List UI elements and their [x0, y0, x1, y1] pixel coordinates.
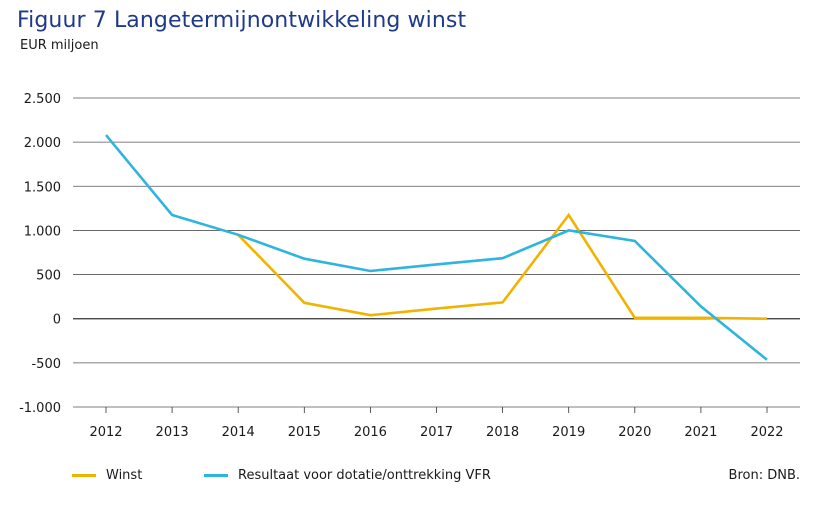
y-tick-label: 0	[53, 313, 61, 328]
legend-item-winst: Winst	[72, 468, 142, 483]
x-tick-label: 2012	[89, 425, 122, 440]
legend-swatch-winst	[72, 474, 96, 477]
x-tick-label: 2015	[288, 425, 321, 440]
x-tick-label: 2014	[222, 425, 255, 440]
y-tick-label: 2.500	[24, 92, 61, 107]
y-tick-label: 500	[36, 269, 61, 284]
series-line-winst	[237, 212, 768, 320]
x-tick-label: 2020	[618, 425, 651, 440]
y-tick-label: 2.000	[24, 136, 61, 151]
source-note: Bron: DNB.	[728, 468, 800, 483]
y-tick-label: -500	[31, 357, 61, 372]
legend-swatch-resultaat	[204, 474, 228, 477]
legend-label-resultaat: Resultaat voor dotatie/onttrekking VFR	[238, 468, 491, 483]
y-tick-label: -1.000	[19, 401, 61, 416]
x-tick-label: 2018	[486, 425, 519, 440]
legend-label-winst: Winst	[106, 468, 143, 483]
line-chart: 2.500 2.000 1.500 1.000 500 0 -500 -1.000 2012 20…	[19, 92, 800, 440]
y-axis-unit-label: EUR miljoen	[20, 38, 99, 53]
x-tick-label: 2017	[420, 425, 453, 440]
x-tick-label: 2016	[354, 425, 387, 440]
x-tick-label: 2021	[684, 425, 717, 440]
y-tick-label: 1.500	[24, 180, 61, 195]
legend-item-resultaat: Resultaat voor dotatie/onttrekking VFR	[204, 468, 491, 483]
x-tick-label: 2013	[156, 425, 189, 440]
series-line-resultaat	[104, 134, 768, 361]
chart-title: Figuur 7 Langetermijnontwikkeling winst	[17, 8, 467, 33]
y-tick-label: 1.000	[24, 224, 61, 239]
x-tick-label: 2022	[750, 425, 783, 440]
x-tick-label: 2019	[552, 425, 585, 440]
